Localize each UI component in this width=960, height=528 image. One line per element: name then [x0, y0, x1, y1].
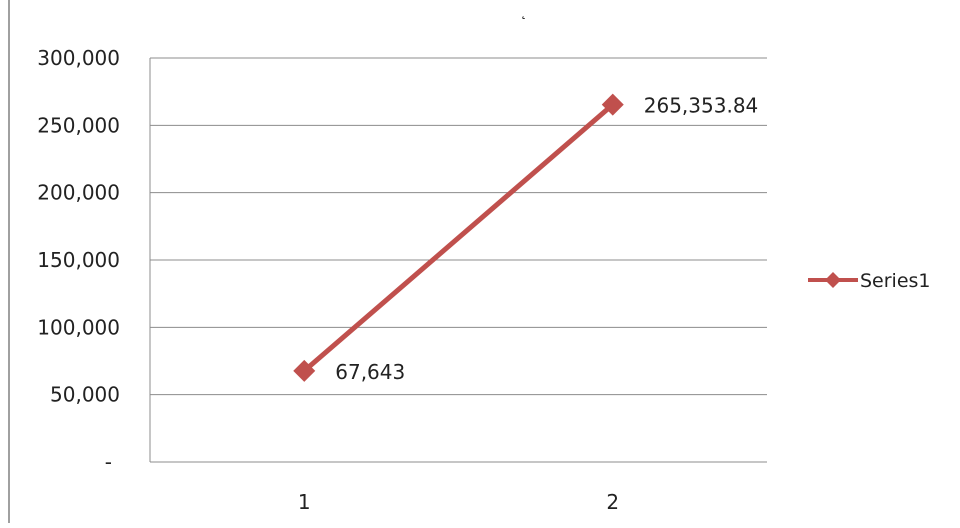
data-point-marker: [293, 359, 316, 382]
y-tick-label: 50,000: [50, 383, 120, 407]
legend-label: Series1: [860, 270, 931, 292]
y-tick-label: 100,000: [37, 315, 120, 339]
title-stub: ˛: [520, 4, 527, 20]
data-label: 265,353.84: [644, 94, 759, 118]
legend: Series1: [808, 270, 931, 292]
x-tick-label: 1: [298, 490, 311, 514]
axes: - 50,000 100,000 150,000 200,000 250,000 300,0…: [37, 46, 767, 514]
x-tick-label: 2: [606, 490, 619, 514]
y-tick-label: -: [105, 450, 112, 474]
series: [293, 93, 624, 382]
data-labels: 67,643 265,353.84: [335, 94, 758, 384]
gridlines: [150, 57, 767, 396]
data-label: 67,643: [335, 360, 405, 384]
y-tick-label: 300,000: [37, 46, 120, 70]
y-tick-label: 150,000: [37, 248, 120, 272]
data-point-marker: [601, 93, 624, 116]
y-tick-label: 250,000: [37, 113, 120, 137]
y-tick-label: 200,000: [37, 181, 120, 205]
series-line: [302, 102, 615, 373]
legend-marker: [825, 272, 841, 288]
